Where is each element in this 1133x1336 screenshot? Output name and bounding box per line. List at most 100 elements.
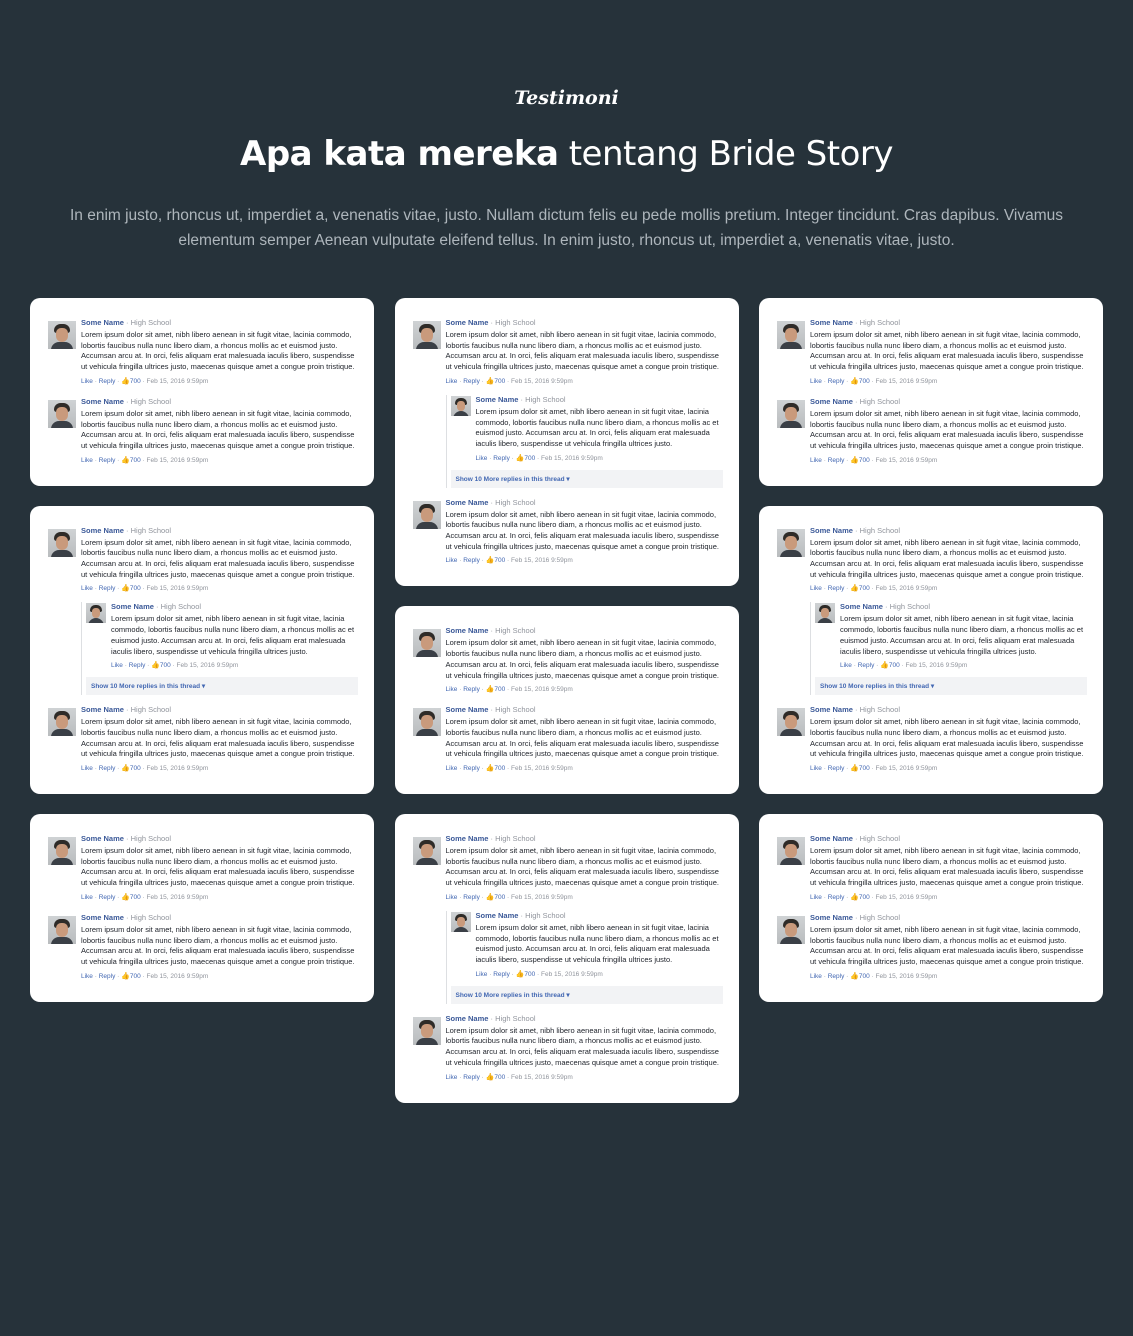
like-link[interactable]: Like bbox=[445, 377, 458, 385]
comment-date[interactable]: Feb 15, 2016 9:59pm bbox=[146, 972, 209, 980]
comment-date[interactable]: Feb 15, 2016 9:59pm bbox=[510, 893, 573, 901]
reply-link[interactable]: Reply bbox=[827, 377, 845, 385]
like-link[interactable]: Like bbox=[445, 893, 458, 901]
author-name[interactable]: Some Name bbox=[81, 318, 124, 327]
reply-link[interactable]: Reply bbox=[463, 557, 480, 565]
reply-link[interactable]: Reply bbox=[827, 456, 845, 464]
author-name[interactable]: Some Name bbox=[111, 602, 154, 612]
comment-date[interactable]: Feb 15, 2016 9:59pm bbox=[875, 456, 938, 464]
comment-meta: Some Name · High School bbox=[81, 705, 358, 715]
reply-link[interactable]: Reply bbox=[98, 377, 116, 385]
author-name[interactable]: Some Name bbox=[810, 318, 853, 327]
like-link[interactable]: Like bbox=[81, 765, 93, 773]
like-link[interactable]: Like bbox=[445, 686, 458, 694]
comment-date[interactable]: Feb 15, 2016 9:59pm bbox=[146, 377, 209, 385]
comment-date[interactable]: Feb 15, 2016 9:59pm bbox=[875, 893, 938, 901]
show-more-replies-button[interactable]: Show 10 More replies in this thread ▾ bbox=[815, 677, 1087, 696]
author-name[interactable]: Some Name bbox=[475, 910, 519, 920]
author-name[interactable]: Some Name bbox=[840, 602, 883, 612]
comment-date[interactable]: Feb 15, 2016 9:59pm bbox=[510, 686, 573, 694]
like-link[interactable]: Like bbox=[445, 765, 458, 773]
show-more-replies-button[interactable]: Show 10 More replies in this thread ▾ bbox=[86, 677, 358, 696]
avatar bbox=[86, 603, 106, 624]
like-link[interactable]: Like bbox=[810, 456, 822, 464]
like-count: 700 bbox=[858, 893, 870, 901]
author-name[interactable]: Some Name bbox=[81, 834, 124, 844]
comment: Some Name · High School Lorem ipsum dolo… bbox=[412, 626, 723, 695]
like-link[interactable]: Like bbox=[445, 557, 458, 565]
comment-date[interactable]: Feb 15, 2016 9:59pm bbox=[875, 765, 938, 773]
comment-date[interactable]: Feb 15, 2016 9:59pm bbox=[146, 585, 209, 593]
show-more-replies-button[interactable]: Show 10 More replies in this thread ▾ bbox=[450, 469, 723, 488]
reply-link[interactable]: Reply bbox=[463, 765, 480, 773]
reply-link[interactable]: Reply bbox=[98, 585, 116, 593]
author-name[interactable]: Some Name bbox=[445, 318, 489, 327]
reply-link[interactable]: Reply bbox=[98, 972, 116, 980]
comment-date[interactable]: Feb 15, 2016 9:59pm bbox=[146, 893, 209, 901]
reply-link[interactable]: Reply bbox=[493, 970, 510, 978]
like-link[interactable]: Like bbox=[445, 1073, 458, 1081]
like-link[interactable]: Like bbox=[81, 972, 93, 980]
author-school: · High School bbox=[126, 834, 172, 844]
reply-date[interactable]: Feb 15, 2016 9:59pm bbox=[905, 662, 968, 670]
author-name[interactable]: Some Name bbox=[445, 497, 489, 507]
author-name[interactable]: Some Name bbox=[81, 705, 124, 715]
reply-link[interactable]: Reply bbox=[98, 765, 116, 773]
author-name[interactable]: Some Name bbox=[81, 525, 124, 535]
thumbs-up-icon: 👍 bbox=[485, 893, 495, 901]
author-name[interactable]: Some Name bbox=[810, 396, 853, 406]
reply-link[interactable]: Reply bbox=[463, 686, 480, 694]
author-name[interactable]: Some Name bbox=[81, 912, 124, 922]
reply-date[interactable]: Feb 15, 2016 9:59pm bbox=[176, 662, 239, 670]
like-link[interactable]: Like bbox=[810, 893, 822, 901]
author-name[interactable]: Some Name bbox=[81, 396, 124, 406]
like-link[interactable]: Like bbox=[81, 456, 93, 464]
comment-date[interactable]: Feb 15, 2016 9:59pm bbox=[510, 765, 573, 773]
comment-date[interactable]: Feb 15, 2016 9:59pm bbox=[510, 377, 573, 385]
reply-link[interactable]: Reply bbox=[463, 893, 480, 901]
like-link[interactable]: Like bbox=[810, 765, 822, 773]
comment-actions: Like · Reply · 👍700 · Feb 15, 2016 9:59p… bbox=[810, 893, 938, 901]
reply-link[interactable]: Reply bbox=[128, 662, 146, 670]
author-name[interactable]: Some Name bbox=[810, 705, 853, 715]
like-link[interactable]: Like bbox=[81, 377, 93, 385]
reply-date[interactable]: Feb 15, 2016 9:59pm bbox=[540, 454, 603, 462]
like-link[interactable]: Like bbox=[840, 662, 852, 670]
reply-link[interactable]: Reply bbox=[98, 893, 116, 901]
author-name[interactable]: Some Name bbox=[475, 394, 519, 404]
reply-link[interactable]: Reply bbox=[98, 456, 116, 464]
comment-date[interactable]: Feb 15, 2016 9:59pm bbox=[875, 972, 938, 980]
like-link[interactable]: Like bbox=[810, 585, 822, 593]
author-name[interactable]: Some Name bbox=[810, 834, 853, 844]
reply-date[interactable]: Feb 15, 2016 9:59pm bbox=[540, 970, 603, 978]
reply-link[interactable]: Reply bbox=[493, 454, 510, 462]
reply-link[interactable]: Reply bbox=[463, 377, 480, 385]
reply-link[interactable]: Reply bbox=[857, 662, 875, 670]
comment-date[interactable]: Feb 15, 2016 9:59pm bbox=[510, 557, 573, 565]
reply-link[interactable]: Reply bbox=[827, 893, 845, 901]
comment-date[interactable]: Feb 15, 2016 9:59pm bbox=[510, 1073, 573, 1081]
author-name[interactable]: Some Name bbox=[445, 834, 489, 844]
like-link[interactable]: Like bbox=[810, 972, 822, 980]
like-link[interactable]: Like bbox=[475, 454, 488, 462]
reply-link[interactable]: Reply bbox=[827, 972, 845, 980]
thumbs-up-icon: 👍 bbox=[515, 454, 525, 462]
author-name[interactable]: Some Name bbox=[810, 912, 853, 922]
like-link[interactable]: Like bbox=[111, 662, 123, 670]
comment-date[interactable]: Feb 15, 2016 9:59pm bbox=[146, 456, 209, 464]
comment-date[interactable]: Feb 15, 2016 9:59pm bbox=[146, 765, 209, 773]
author-name[interactable]: Some Name bbox=[445, 626, 489, 636]
like-link[interactable]: Like bbox=[81, 893, 93, 901]
like-link[interactable]: Like bbox=[81, 585, 93, 593]
like-link[interactable]: Like bbox=[810, 377, 822, 385]
reply-link[interactable]: Reply bbox=[463, 1073, 480, 1081]
comment-date[interactable]: Feb 15, 2016 9:59pm bbox=[875, 585, 938, 593]
author-name[interactable]: Some Name bbox=[445, 705, 489, 715]
author-name[interactable]: Some Name bbox=[445, 1013, 489, 1023]
comment-date[interactable]: Feb 15, 2016 9:59pm bbox=[875, 377, 938, 385]
show-more-replies-button[interactable]: Show 10 More replies in this thread ▾ bbox=[450, 985, 723, 1004]
author-name[interactable]: Some Name bbox=[810, 525, 853, 535]
reply-link[interactable]: Reply bbox=[827, 765, 845, 773]
like-link[interactable]: Like bbox=[475, 970, 488, 978]
reply-link[interactable]: Reply bbox=[827, 585, 845, 593]
